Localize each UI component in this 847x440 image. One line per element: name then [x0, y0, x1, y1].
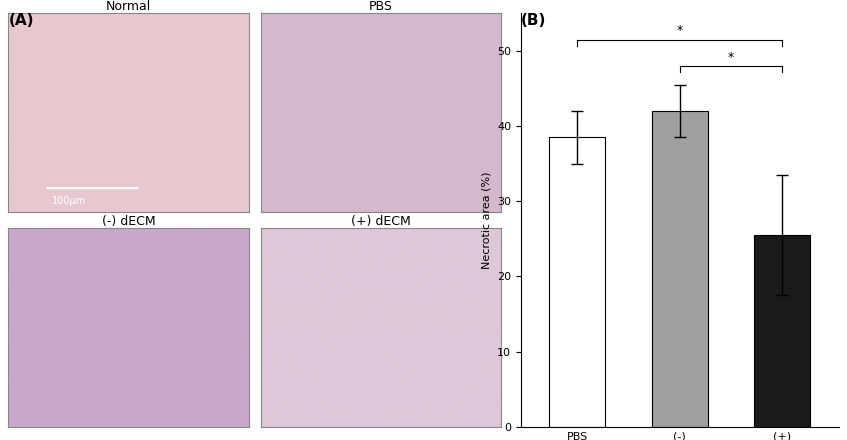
Title: Normal: Normal [106, 0, 151, 13]
Bar [651, 111, 708, 427]
Text: *: * [728, 51, 734, 64]
Text: (A): (A) [8, 13, 34, 28]
Bar [549, 137, 606, 427]
Text: (B): (B) [521, 13, 546, 28]
Text: 100μm: 100μm [52, 196, 86, 206]
Title: (-) dECM: (-) dECM [102, 215, 155, 228]
Title: PBS: PBS [368, 0, 393, 13]
Y-axis label: Necrotic area (%): Necrotic area (%) [482, 171, 491, 269]
Title: (+) dECM: (+) dECM [351, 215, 411, 228]
Text: *: * [677, 24, 683, 37]
Bar [754, 235, 811, 427]
